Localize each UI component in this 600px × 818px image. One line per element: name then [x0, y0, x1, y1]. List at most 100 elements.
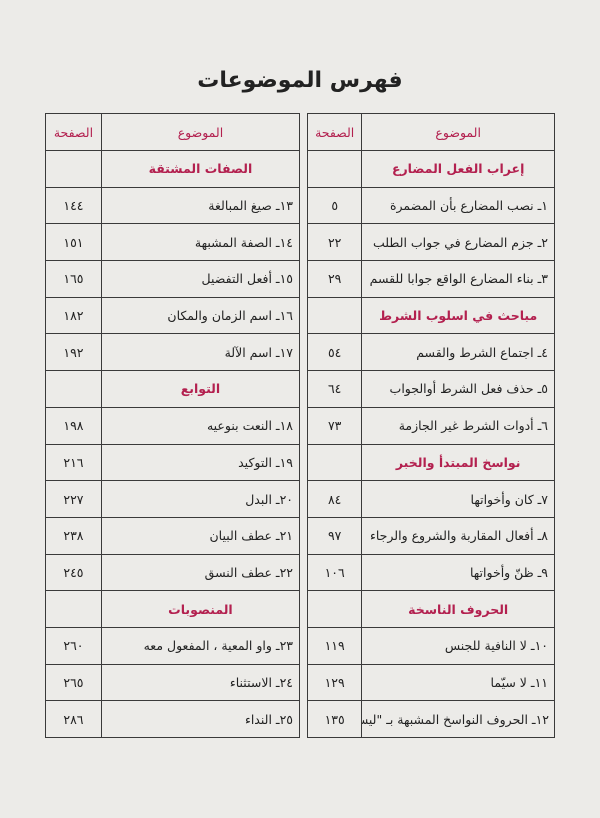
- section-row: المنصوبات: [45, 590, 301, 628]
- entry-row: ٩ـ ظنّ وأخواتها ١٠٦: [306, 553, 555, 592]
- page-number: ١٨٢: [45, 296, 102, 335]
- page-number: ٩٧: [306, 516, 363, 555]
- page-number: ٢٣٨: [45, 516, 102, 555]
- topic: ١٧ـ اسم الآلة: [100, 333, 301, 372]
- topic: ٢٥ـ النداء: [100, 700, 301, 738]
- header-page: الصفحة: [306, 113, 363, 151]
- section-row: الحروف الناسخة: [306, 590, 555, 628]
- topic: ١٩ـ التوكيد: [100, 443, 301, 482]
- page-number: ٢٢: [306, 223, 363, 262]
- topic: ٢٤ـ الاستثناء: [100, 663, 301, 702]
- toc-table: الموضوع الصفحة إعراب الفعل المضارع ١ـ نصب ا…: [306, 113, 555, 738]
- empty-cell: [45, 370, 102, 408]
- topic: ٦ـ أدوات الشرط غير الجازمة: [361, 406, 555, 445]
- topic: ٢ـ جزم المضارع في جواب الطلب: [361, 223, 555, 262]
- topic: ٣ـ بناء المضارع الواقع جوابا للقسم: [361, 260, 555, 298]
- page-number: ٢٨٦: [45, 700, 102, 738]
- topic: ٥ـ حذف فعل الشرط أوالجواب: [361, 370, 555, 408]
- topic: ٢١ـ عطف البيان: [100, 516, 301, 555]
- entry-row: ٥ـ حذف فعل الشرط أوالجواب ٦٤: [306, 370, 555, 408]
- empty-cell: [306, 150, 363, 188]
- entry-row: ٣ـ بناء المضارع الواقع جوابا للقسم ٢٩: [306, 260, 555, 298]
- page-number: ٢٢٧: [45, 480, 102, 518]
- empty-cell: [306, 590, 363, 628]
- page-number: ٥٤: [306, 333, 363, 372]
- page-number: ٢٤٥: [45, 553, 102, 592]
- header-row: الموضوع الصفحة: [45, 113, 301, 151]
- entry-row: ١٤ـ الصفة المشبهة ١٥١: [45, 223, 301, 262]
- page-number: ١٢٩: [306, 663, 363, 702]
- entry-row: ٢٣ـ واو المعية ، المفعول معه ٢٦٠: [45, 626, 301, 665]
- topic: ٤ـ اجتماع الشرط والقسم: [361, 333, 555, 372]
- page-number: ١٦٥: [45, 260, 102, 298]
- page-number: ١٩٢: [45, 333, 102, 372]
- topic: ٢٣ـ واو المعية ، المفعول معه: [100, 626, 301, 665]
- entry-row: ١٦ـ اسم الزمان والمكان ١٨٢: [45, 296, 301, 335]
- section-title: الحروف الناسخة: [361, 590, 555, 628]
- entry-row: ١٣ـ صيغ المبالغة ١٤٤: [45, 186, 301, 225]
- section-row: نواسخ المبتدأ والخبر: [306, 443, 555, 482]
- header-page: الصفحة: [45, 113, 102, 151]
- entry-row: ٤ـ اجتماع الشرط والقسم ٥٤: [306, 333, 555, 372]
- topic: ٢٠ـ البدل: [100, 480, 301, 518]
- page-number: ٦٤: [306, 370, 363, 408]
- topic: ٨ـ أفعال المقاربة والشروع والرجاء: [361, 516, 555, 555]
- section-row: الصفات المشتقة: [45, 150, 301, 188]
- topic: ١٦ـ اسم الزمان والمكان: [100, 296, 301, 335]
- entry-row: ٢٠ـ البدل ٢٢٧: [45, 480, 301, 518]
- topic: ١١ـ لا سيّما: [361, 663, 555, 702]
- entry-row: ١٠ـ لا النافية للجنس ١١٩: [306, 626, 555, 665]
- entry-row: ٨ـ أفعال المقاربة والشروع والرجاء ٩٧: [306, 516, 555, 555]
- topic: ١٢ـ الحروف النواسخ المشبهة بـ "ليس": [361, 700, 555, 738]
- section-title: التوابع: [100, 370, 301, 408]
- topic: ١ـ نصب المضارع بأن المضمرة: [361, 186, 555, 225]
- page-number: ١٤٤: [45, 186, 102, 225]
- entry-row: ١٨ـ النعت بنوعيه ١٩٨: [45, 406, 301, 445]
- page-number: ٨٤: [306, 480, 363, 518]
- page-number: ١٩٨: [45, 406, 102, 445]
- header-topic: الموضوع: [361, 113, 555, 151]
- page-number: ١٠٦: [306, 553, 363, 592]
- empty-cell: [306, 443, 363, 482]
- section-title: المنصوبات: [100, 590, 301, 628]
- topic: ١٣ـ صيغ المبالغة: [100, 186, 301, 225]
- entry-row: ١٢ـ الحروف النواسخ المشبهة بـ "ليس" ١٣٥: [306, 700, 555, 738]
- topic: ٢٢ـ عطف النسق: [100, 553, 301, 592]
- page-number: ٢٦٥: [45, 663, 102, 702]
- page-number: ٧٣: [306, 406, 363, 445]
- page-number: ١٣٥: [306, 700, 363, 738]
- entry-row: ٢٥ـ النداء ٢٨٦: [45, 700, 301, 738]
- topic: ٧ـ كان وأخواتها: [361, 480, 555, 518]
- entry-row: ١١ـ لا سيّما ١٢٩: [306, 663, 555, 702]
- empty-cell: [306, 296, 363, 335]
- entry-row: ٢١ـ عطف البيان ٢٣٨: [45, 516, 301, 555]
- page-number: ٢٩: [306, 260, 363, 298]
- header-row: الموضوع الصفحة: [306, 113, 555, 151]
- section-row: مباحث في اسلوب الشرط: [306, 296, 555, 335]
- entry-row: ٢٢ـ عطف النسق ٢٤٥: [45, 553, 301, 592]
- page-number: ٥: [306, 186, 363, 225]
- entry-row: ٧ـ كان وأخواتها ٨٤: [306, 480, 555, 518]
- entry-row: ٦ـ أدوات الشرط غير الجازمة ٧٣: [306, 406, 555, 445]
- page-number: ٢١٦: [45, 443, 102, 482]
- topic: ١٤ـ الصفة المشبهة: [100, 223, 301, 262]
- entry-row: ٢٤ـ الاستثناء ٢٦٥: [45, 663, 301, 702]
- section-title: مباحث في اسلوب الشرط: [361, 296, 555, 335]
- section-row: إعراب الفعل المضارع: [306, 150, 555, 188]
- entry-row: ١ـ نصب المضارع بأن المضمرة ٥: [306, 186, 555, 225]
- section-row: التوابع: [45, 370, 301, 408]
- page-number: ٢٦٠: [45, 626, 102, 665]
- section-title: نواسخ المبتدأ والخبر: [361, 443, 555, 482]
- empty-cell: [45, 150, 102, 188]
- topic: ١٠ـ لا النافية للجنس: [361, 626, 555, 665]
- topic: ١٥ـ أفعل التفضيل: [100, 260, 301, 298]
- page-number: ١٥١: [45, 223, 102, 262]
- empty-cell: [45, 590, 102, 628]
- section-title: الصفات المشتقة: [100, 150, 301, 188]
- entry-row: ١٩ـ التوكيد ٢١٦: [45, 443, 301, 482]
- entry-row: ٢ـ جزم المضارع في جواب الطلب ٢٢: [306, 223, 555, 262]
- page-number: ١١٩: [306, 626, 363, 665]
- topic: ٩ـ ظنّ وأخواتها: [361, 553, 555, 592]
- title: فهرس الموضوعات: [197, 68, 403, 93]
